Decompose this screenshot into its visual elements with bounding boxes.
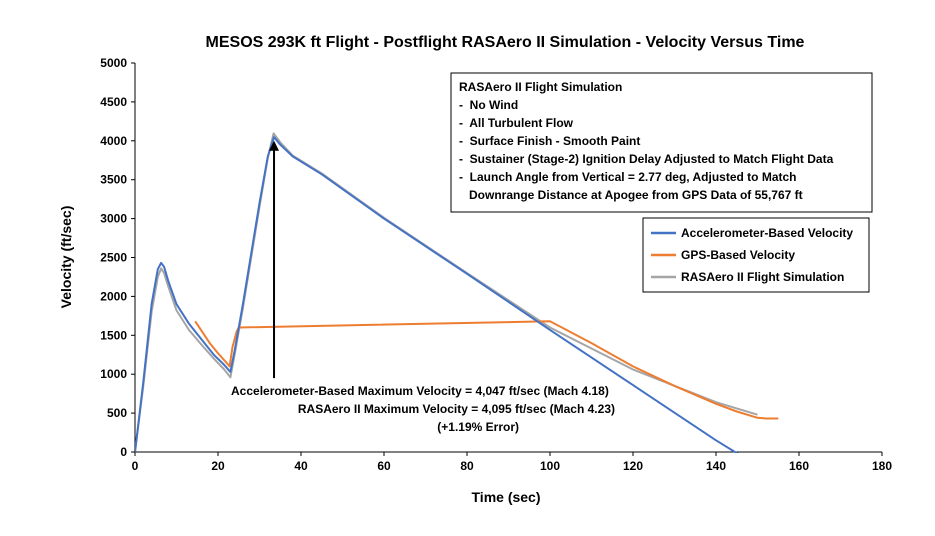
notes-line: - All Turbulent Flow	[459, 116, 574, 130]
series-layer	[135, 132, 779, 453]
notes-layer: RASAero II Flight Simulation - No Wind - A…	[450, 72, 873, 213]
y-tick-label: 4500	[100, 95, 127, 109]
series-line-accelerometer-based-velocity	[135, 136, 739, 453]
chart-title: MESOS 293K ft Flight - Postflight RASAer…	[206, 34, 805, 51]
notes-line: - No Wind	[459, 98, 518, 112]
x-tick-label: 0	[132, 459, 139, 473]
y-tick-label: 5000	[100, 56, 127, 70]
y-tick-label: 3000	[100, 212, 127, 226]
notes-box	[450, 72, 873, 213]
y-axis-title: Velocity (ft/sec)	[58, 206, 74, 309]
y-tick-label: 1000	[100, 367, 127, 381]
annotation-arrow-head	[269, 140, 280, 151]
y-tick-label: 2000	[100, 289, 127, 303]
legend-box	[642, 217, 870, 293]
y-tick-label: 3500	[100, 173, 127, 187]
x-tick-label: 180	[872, 459, 892, 473]
y-tick-label: 500	[107, 406, 127, 420]
legend-label: Accelerometer-Based Velocity	[681, 226, 853, 240]
notes-line: - Launch Angle from Vertical = 2.77 deg,…	[459, 170, 797, 184]
x-tick-label: 20	[211, 459, 225, 473]
x-axis-title: Time (sec)	[472, 489, 541, 505]
series-line-gps-based-velocity	[194, 320, 779, 420]
x-tick-label: 100	[540, 459, 560, 473]
x-tick-label: 80	[460, 459, 474, 473]
annotation-text-line: RASAero II Maximum Velocity = 4,095 ft/s…	[298, 402, 615, 416]
annotation-layer: Accelerometer-Based Maximum Velocity = 4…	[231, 140, 615, 434]
x-tick-label: 60	[377, 459, 391, 473]
x-tick-label: 160	[789, 459, 809, 473]
annotation-text-line: Accelerometer-Based Maximum Velocity = 4…	[231, 384, 609, 398]
axis-title-layer: Time (sec) Velocity (ft/sec)	[58, 206, 541, 505]
axes-layer: 0500100015002000250030003500400045005000…	[100, 56, 892, 473]
annotation-text-line: (+1.19% Error)	[437, 420, 519, 434]
y-tick-label: 0	[120, 445, 127, 459]
title-layer: MESOS 293K ft Flight - Postflight RASAer…	[206, 34, 805, 51]
notes-line: - Sustainer (Stage-2) Ignition Delay Adj…	[459, 152, 834, 166]
notes-line: Downrange Distance at Apogee from GPS Da…	[459, 188, 803, 202]
notes-heading: RASAero II Flight Simulation	[459, 80, 622, 94]
legend-layer: Accelerometer-Based Velocity GPS-Based Ve…	[642, 217, 870, 293]
legend-label: RASAero II Flight Simulation	[681, 270, 844, 284]
y-tick-label: 4000	[100, 134, 127, 148]
x-tick-label: 40	[294, 459, 308, 473]
x-tick-label: 140	[706, 459, 726, 473]
notes-line: - Surface Finish - Smooth Paint	[459, 134, 640, 148]
legend-label: GPS-Based Velocity	[681, 248, 795, 262]
y-tick-label: 2500	[100, 251, 127, 265]
x-tick-label: 120	[623, 459, 643, 473]
y-tick-label: 1500	[100, 328, 127, 342]
